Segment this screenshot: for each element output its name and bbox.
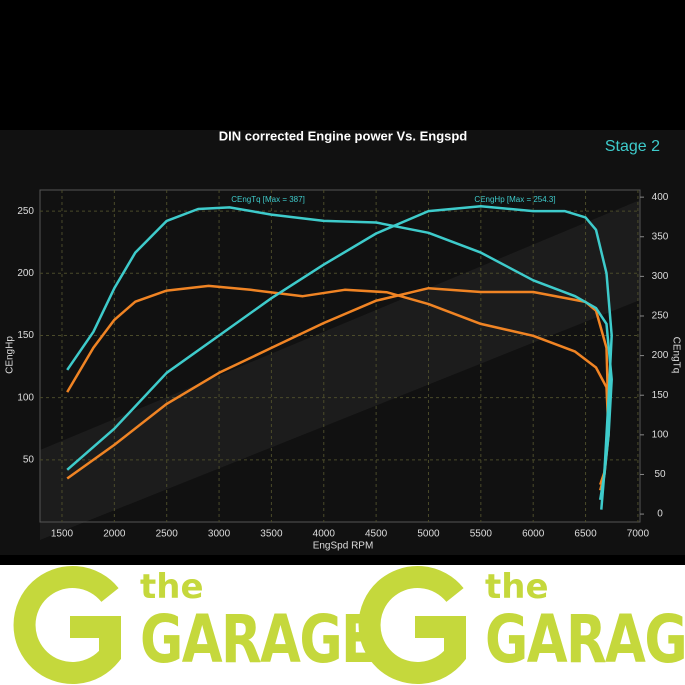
x-tick-label: 4500 [365, 529, 388, 540]
x-tick-label: 3000 [208, 529, 231, 540]
y2-tick-label: 250 [652, 311, 669, 322]
x-tick-label: 2500 [156, 529, 179, 540]
x-tick-label: 6500 [574, 529, 597, 540]
x-tick-label: 1500 [51, 529, 74, 540]
x-tick-label: 3500 [260, 529, 283, 540]
logo-band: the GARAGE the GARAGE [0, 565, 685, 685]
chart-title: DIN corrected Engine power Vs. Engspd [219, 128, 468, 143]
annotation: CEngHp [Max = 254.3] [474, 195, 555, 204]
logo-icon [358, 566, 466, 684]
y2-tick-label: 200 [652, 350, 669, 361]
y-axis-label: CEngHp [5, 336, 16, 374]
y2-tick-label: 300 [652, 271, 669, 282]
x-tick-label: 5500 [470, 529, 493, 540]
x-tick-label: 7000 [627, 529, 650, 540]
x-tick-label: 4000 [313, 529, 336, 540]
y2-tick-label: 350 [652, 231, 669, 242]
y2-tick-label: 150 [652, 390, 669, 401]
series-line [66, 286, 610, 486]
watermark [40, 200, 640, 540]
logo-icon [13, 566, 121, 684]
x-tick-label: 6000 [522, 529, 545, 540]
logo: the GARAGE [0, 565, 377, 685]
y-tick-label: 50 [23, 454, 35, 465]
logo-small: the [140, 567, 204, 607]
logo-big: GARAGE [140, 601, 377, 678]
y2-tick-label: 0 [657, 509, 663, 520]
annotation: CEngTq [Max = 387] [231, 195, 305, 204]
y2-tick-label: 100 [652, 429, 669, 440]
x-tick-label: 2000 [103, 529, 126, 540]
x-axis-label: EngSpd RPM [313, 541, 374, 552]
y-tick-label: 150 [17, 330, 34, 341]
logo: the GARAGE [345, 565, 685, 685]
y2-tick-label: 400 [652, 192, 669, 203]
logo-small: the [485, 567, 549, 607]
y-tick-label: 200 [17, 268, 34, 279]
chart: DIN corrected Engine power Vs. Engspd St… [0, 128, 685, 555]
logo-big: GARAGE [485, 601, 685, 678]
chart-subtitle: Stage 2 [605, 138, 660, 155]
y2-axis-label: CEngTq [670, 337, 681, 374]
y2-tick-label: 50 [654, 469, 666, 480]
x-tick-label: 5000 [417, 529, 440, 540]
y-tick-label: 250 [17, 206, 34, 217]
y-tick-label: 100 [17, 392, 34, 403]
series-line [66, 204, 613, 510]
